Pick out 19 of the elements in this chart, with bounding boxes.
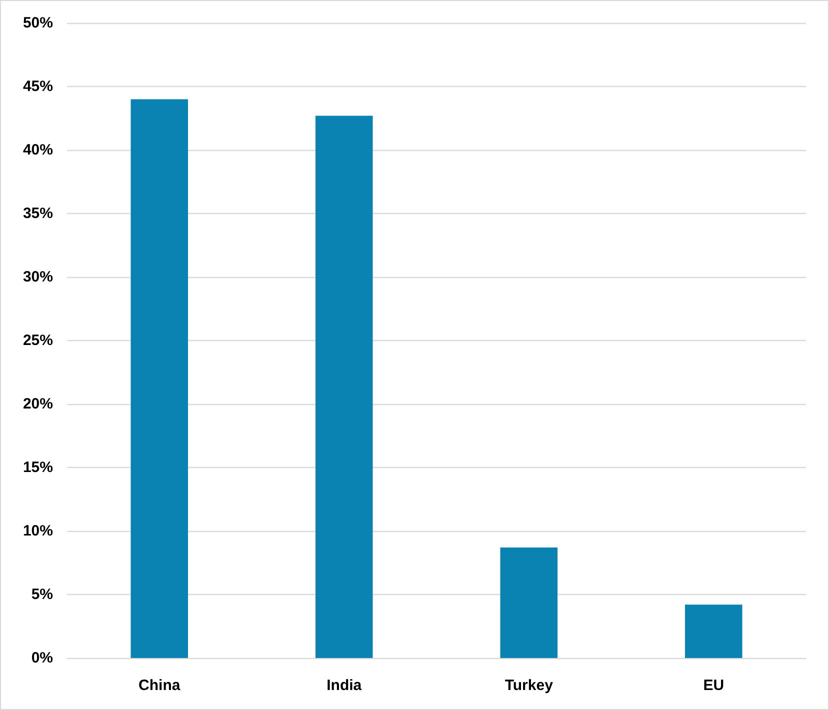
y-tick-label: 40% — [22, 142, 53, 158]
bar — [130, 99, 188, 658]
y-tick-label: 50% — [22, 14, 53, 32]
y-tick-label: 0% — [31, 650, 53, 666]
bar — [684, 604, 742, 658]
x-tick-label: Turkey — [504, 677, 554, 694]
y-tick-label: 20% — [22, 396, 53, 412]
x-tick-label: EU — [703, 677, 724, 694]
y-tick-label: 5% — [31, 586, 53, 603]
bar — [315, 116, 373, 658]
y-tick-label: 25% — [22, 332, 53, 349]
y-tick-label: 10% — [22, 522, 53, 540]
bar — [500, 548, 558, 658]
x-tick-label: India — [326, 677, 362, 694]
y-tick-label: 30% — [22, 268, 53, 286]
x-tick-label: China — [138, 677, 181, 694]
y-tick-label: 35% — [22, 205, 53, 222]
y-tick-label: 15% — [22, 459, 53, 476]
y-tick-label: 45% — [22, 78, 53, 95]
